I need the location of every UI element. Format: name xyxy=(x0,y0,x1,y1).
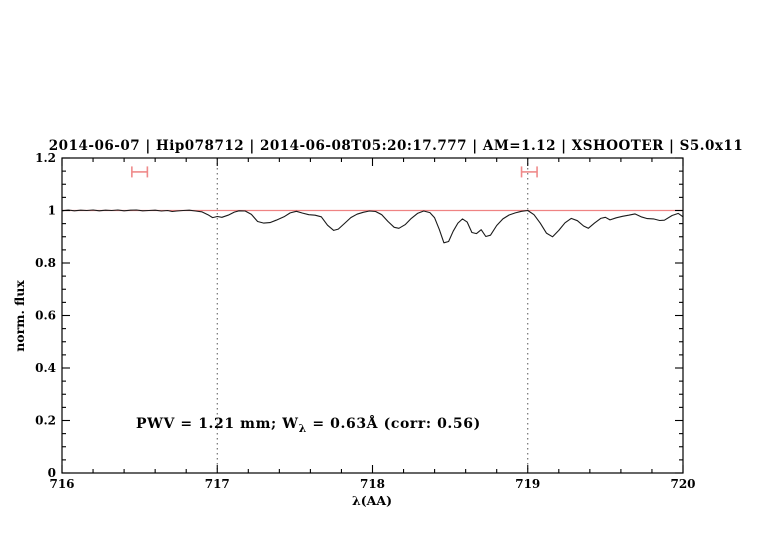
y-axis-label: norm. flux xyxy=(12,280,27,352)
spectrum-series-group xyxy=(61,209,684,244)
x-tick-label: 717 xyxy=(205,477,230,491)
pwv-annotation-pre: PWV = 1.21 mm; W xyxy=(136,416,299,432)
x-axis-label: λ(AA) xyxy=(352,493,392,508)
pwv-annotation-sub: λ xyxy=(299,422,307,435)
y-tick-label: 0.4 xyxy=(35,361,56,375)
y-tick-label: 1.2 xyxy=(35,151,56,165)
x-tick-label: 716 xyxy=(49,477,74,491)
range-markers-group xyxy=(131,166,538,178)
x-tick-label: 719 xyxy=(515,477,540,491)
pwv-annotation: PWV = 1.21 mm; Wλ = 0.63Å (corr: 0.56) xyxy=(136,414,481,435)
axis-ticks-group xyxy=(61,157,684,474)
y-tick-label: 1 xyxy=(48,204,56,218)
y-tick-label: 0.6 xyxy=(35,309,56,323)
x-tick-label: 720 xyxy=(670,477,695,491)
pwv-annotation-post: = 0.63Å (corr: 0.56) xyxy=(307,414,481,432)
y-tick-label: 0.8 xyxy=(35,256,56,270)
spectrum-path xyxy=(61,209,684,244)
plot-title: 2014-06-07 | Hip078712 | 2014-06-08T05:2… xyxy=(49,138,743,154)
x-tick-label: 718 xyxy=(360,477,385,491)
y-tick-label: 0 xyxy=(48,466,56,480)
y-tick-label: 0.2 xyxy=(35,414,56,428)
tick-labels-group: 716 717 718 719 720 0 0.2 0.4 0.6 0.8 1 1.2 xyxy=(35,151,695,491)
